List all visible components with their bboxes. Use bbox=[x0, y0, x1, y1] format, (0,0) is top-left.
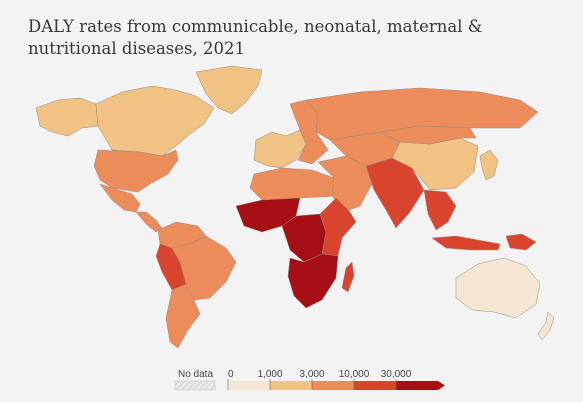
legend-no-data-label: No data bbox=[178, 369, 213, 380]
region-southeast-asia[interactable]: Southeast Asia bbox=[423, 189, 457, 231]
region-mexico[interactable]: Mexico bbox=[99, 183, 141, 213]
world-map: Alaska Canada Greenland United States Me… bbox=[35, 65, 555, 349]
region-alaska[interactable]: Alaska bbox=[35, 97, 99, 137]
legend-swatch bbox=[354, 381, 396, 390]
region-brazil[interactable]: Brazil bbox=[171, 235, 237, 301]
region-western-europe[interactable]: Western Europe bbox=[253, 129, 307, 169]
legend-swatch bbox=[396, 381, 438, 390]
legend-tick-label: 1,000 bbox=[257, 369, 282, 380]
region-japan-korea[interactable]: Japan & Korea bbox=[479, 149, 499, 181]
region-new-zealand[interactable]: New Zealand bbox=[537, 311, 555, 341]
legend-swatch bbox=[270, 381, 312, 390]
region-mongolia[interactable]: Mongolia bbox=[379, 125, 477, 145]
region-madagascar[interactable]: Madagascar bbox=[341, 261, 355, 293]
legend-ticks: 0 1,000 3,000 10,000 30,000 bbox=[227, 369, 412, 390]
region-east-africa[interactable]: East Africa bbox=[319, 197, 357, 257]
legend-swatch bbox=[228, 381, 270, 390]
legend-swatch bbox=[312, 381, 354, 390]
region-canada[interactable]: Canada bbox=[95, 85, 215, 157]
region-indonesia[interactable]: Indonesia bbox=[431, 235, 501, 251]
legend-tick-label: 3,000 bbox=[299, 369, 324, 380]
region-central-africa[interactable]: Central Africa bbox=[281, 213, 327, 263]
region-united-states[interactable]: United States bbox=[93, 149, 179, 193]
region-russia[interactable]: Russia bbox=[305, 87, 539, 141]
legend-arrow bbox=[438, 381, 445, 390]
chart-title: DALY rates from communicable, neonatal, … bbox=[28, 17, 483, 58]
region-australia[interactable]: Australia bbox=[455, 257, 541, 319]
map-legend: No data 0 1,000 3,000 10,000 30,000 bbox=[174, 369, 445, 391]
region-central-america[interactable]: Central America bbox=[135, 211, 163, 233]
legend-tick-label: 10,000 bbox=[339, 369, 370, 380]
legend-color-scale bbox=[228, 381, 445, 390]
region-papua-new-guinea[interactable]: Papua New Guinea bbox=[505, 233, 537, 251]
region-southern-africa[interactable]: Southern Africa bbox=[287, 253, 339, 309]
legend-no-data-swatch bbox=[174, 380, 216, 391]
legend-tick-label: 30,000 bbox=[381, 369, 412, 380]
region-north-africa[interactable]: North Africa bbox=[249, 167, 337, 201]
legend-tick-label: 0 bbox=[228, 369, 234, 380]
region-greenland[interactable]: Greenland bbox=[195, 65, 263, 115]
region-southern-cone[interactable]: Southern Cone bbox=[165, 283, 201, 349]
